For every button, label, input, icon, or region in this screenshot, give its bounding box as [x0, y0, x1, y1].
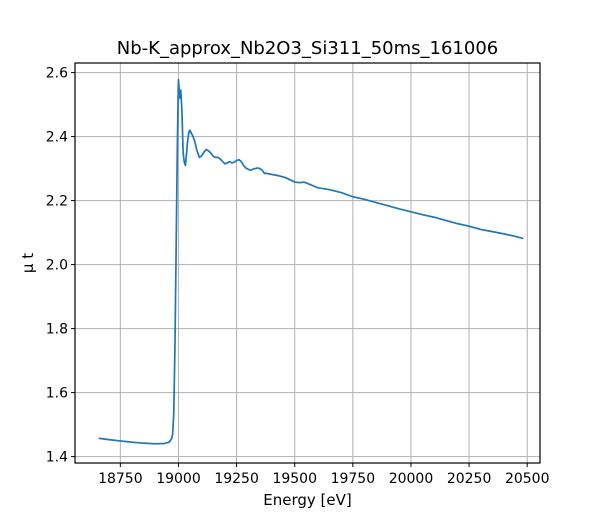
y-tick-label: 1.8	[46, 322, 68, 338]
chart-title: Nb-K_approx_Nb2O3_Si311_50ms_161006	[117, 38, 498, 59]
x-tick-label: 18750	[98, 471, 143, 487]
x-tick-label: 19750	[331, 471, 376, 487]
x-tick-label: 20000	[389, 471, 434, 487]
y-axis-label: μ t	[19, 253, 37, 273]
x-axis-label: Energy [eV]	[263, 491, 351, 509]
y-axis: 1.4 1.6 1.8 2.0 2.2 2.4 2.6	[46, 66, 75, 466]
x-tick-label: 20500	[505, 471, 550, 487]
y-tick-label: 2.6	[46, 66, 68, 82]
x-tick-label: 20250	[447, 471, 492, 487]
y-tick-label: 1.6	[46, 386, 68, 402]
plot-frame	[74, 62, 541, 464]
series-line-0	[98, 78, 524, 445]
x-tick-label: 19250	[214, 471, 259, 487]
y-tick-label: 1.4	[46, 450, 68, 466]
x-tick-label: 19500	[272, 471, 317, 487]
y-tick-label: 2.4	[46, 130, 68, 146]
x-axis: 18750 19000 19250 19500 19750 20000 20250 20500	[98, 463, 549, 487]
grid-lines	[75, 63, 540, 463]
y-tick-label: 2.0	[46, 258, 68, 274]
x-tick-label: 19000	[156, 471, 201, 487]
y-tick-label: 2.2	[46, 194, 68, 210]
data-layer	[98, 78, 524, 445]
